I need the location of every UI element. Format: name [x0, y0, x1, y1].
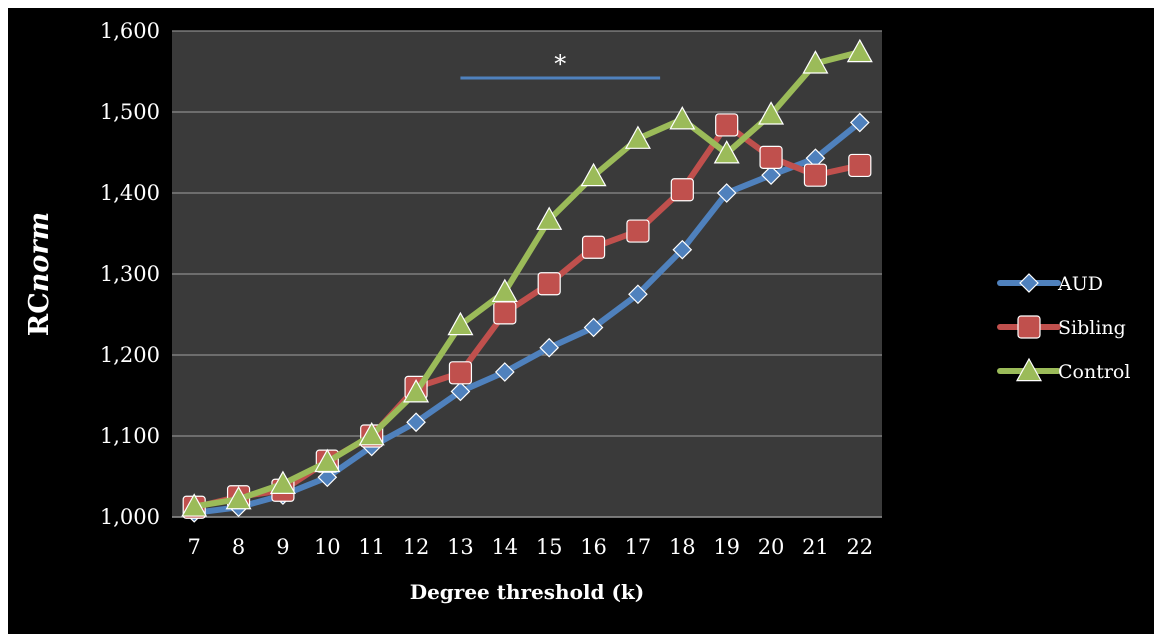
data-point-control — [447, 311, 474, 336]
x-tick-label: 21 — [802, 535, 829, 559]
x-axis-title: Degree threshold (k) — [410, 580, 645, 604]
x-tick-label: 8 — [232, 535, 245, 559]
data-point-sibling — [448, 361, 473, 385]
data-point-control — [403, 379, 430, 403]
y-axis-title-italic: norm — [24, 212, 55, 292]
data-point-aud — [672, 239, 693, 260]
series-control — [181, 38, 873, 517]
y-tick-label: 1,300 — [100, 262, 160, 286]
x-tick-label: 17 — [625, 535, 652, 559]
x-tick-label: 16 — [580, 535, 607, 559]
data-point-sibling — [759, 145, 783, 169]
series-group — [181, 38, 873, 523]
legend-item-control: Control — [997, 357, 1130, 383]
data-point-aud — [761, 165, 781, 186]
y-tick-label: 1,400 — [100, 181, 160, 205]
data-point-control — [669, 106, 696, 130]
y-tick-label: 1,500 — [100, 100, 160, 124]
data-point-sibling — [581, 235, 606, 259]
data-point-aud — [539, 337, 560, 358]
legend: AUD Sibling Control — [997, 273, 1130, 383]
data-point-control — [713, 140, 740, 164]
legend-item-sibling: Sibling — [997, 315, 1126, 339]
legend-label: AUD — [1057, 273, 1103, 295]
x-tick-label: 19 — [713, 535, 740, 559]
data-point-sibling — [803, 163, 828, 187]
data-point-control — [802, 50, 829, 74]
data-point-sibling — [537, 272, 561, 296]
data-point-sibling — [670, 178, 694, 202]
data-point-aud — [450, 381, 471, 402]
data-point-aud — [849, 112, 870, 133]
data-point-control — [269, 470, 296, 494]
x-axis-tick-labels: 7 8 9 10 11 12 13 14 15 16 17 18 19 20 21 22 — [188, 535, 874, 559]
x-tick-label: 20 — [758, 535, 785, 559]
x-tick-label: 10 — [314, 535, 341, 559]
x-tick-label: 13 — [447, 535, 474, 559]
y-axis-title: RCnorm — [24, 212, 55, 336]
data-point-sibling — [626, 219, 650, 243]
data-point-control — [846, 38, 873, 63]
data-point-control — [491, 278, 518, 303]
legend-swatch-marker — [1017, 315, 1041, 339]
data-point-control — [624, 125, 651, 149]
data-point-aud — [494, 362, 515, 382]
chart-container: 1,000 1,100 1,200 1,300 1,400 1,500 1,600 7 8 9 1… — [8, 8, 1154, 634]
x-tick-label: 22 — [846, 535, 873, 559]
x-tick-label: 7 — [188, 535, 201, 559]
data-point-sibling — [715, 113, 739, 137]
series-line-control — [191, 49, 863, 510]
data-point-control — [314, 448, 341, 473]
legend-item-aud: AUD — [997, 273, 1103, 295]
data-point-control — [181, 493, 208, 517]
legend-swatch-marker — [1015, 357, 1043, 382]
gridlines — [172, 30, 882, 518]
x-tick-label: 11 — [358, 535, 385, 559]
data-point-control — [580, 162, 607, 187]
significance-marker: * — [554, 50, 566, 78]
line-chart: 1,000 1,100 1,200 1,300 1,400 1,500 1,600 7 8 9 1… — [24, 19, 1130, 604]
legend-swatch-marker — [1019, 273, 1039, 293]
legend-label: Control — [1058, 361, 1130, 383]
data-point-control — [758, 101, 785, 125]
data-point-aud — [406, 412, 426, 433]
data-point-aud — [317, 467, 338, 488]
annotations: * — [460, 50, 661, 80]
data-point-sibling — [493, 301, 517, 325]
x-tick-label: 15 — [536, 535, 563, 559]
data-point-control — [225, 485, 252, 510]
x-tick-label: 12 — [403, 535, 430, 559]
data-point-sibling — [848, 153, 872, 178]
data-point-control — [358, 421, 385, 446]
legend-label: Sibling — [1058, 317, 1126, 339]
data-point-aud — [716, 183, 737, 203]
x-tick-label: 9 — [276, 535, 289, 559]
data-point-control — [536, 206, 563, 230]
y-axis-tick-labels: 1,000 1,100 1,200 1,300 1,400 1,500 1,600 — [100, 19, 160, 529]
y-tick-label: 1,600 — [100, 19, 160, 43]
x-tick-label: 14 — [491, 535, 518, 559]
y-tick-label: 1,000 — [100, 505, 160, 529]
y-tick-label: 1,200 — [100, 343, 160, 367]
series-line-aud — [191, 119, 863, 516]
y-tick-label: 1,100 — [100, 424, 160, 448]
data-point-aud — [583, 317, 604, 338]
data-point-aud — [628, 284, 648, 305]
x-tick-label: 18 — [669, 535, 696, 559]
y-axis-title-prefix: RC — [24, 292, 55, 336]
